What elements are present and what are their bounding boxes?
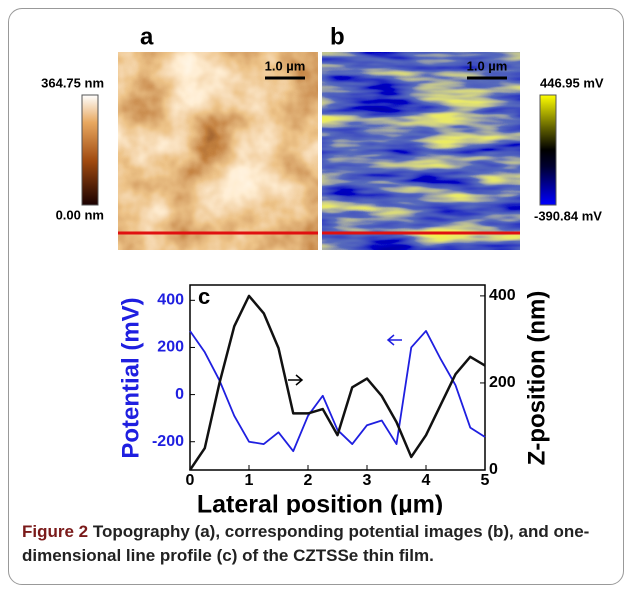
y2-tick-label: 0 — [489, 461, 498, 478]
panel-letter: c — [198, 284, 210, 309]
colorbar-label: 0.00 nm — [56, 207, 104, 222]
y-axis-label: Potential (mV) — [117, 297, 144, 458]
panel-letter: a — [140, 23, 154, 50]
x-axis-label: Lateral position (µm) — [197, 491, 443, 515]
figure-frame — [8, 8, 624, 585]
y-tick-label: 0 — [175, 386, 184, 403]
scale-label: 1.0 µm — [467, 58, 508, 73]
series-line — [188, 294, 486, 471]
y-tick-label: 200 — [157, 339, 184, 356]
x-tick-label: 3 — [363, 472, 372, 489]
y2-axis-label: Z-position (nm) — [523, 291, 550, 466]
figure: 1.0 µm 1.0 µm a b 364.75 nm 0.00 nm 446.… — [41, 23, 604, 515]
y-tick-label: 400 — [157, 292, 184, 309]
colorbar — [81, 94, 99, 206]
potential-image — [322, 52, 520, 250]
plot-frame — [189, 284, 486, 471]
x-tick-label: 5 — [481, 472, 490, 489]
caption-text: Topography (a), corresponding potential … — [22, 522, 590, 565]
colorbar-label: 364.75 nm — [41, 75, 104, 90]
y2-tick-label: 400 — [489, 287, 516, 304]
x-tick-label: 4 — [422, 472, 431, 489]
arrow — [386, 334, 402, 346]
scale-label: 1.0 µm — [265, 58, 306, 73]
colorbar-label: -390.84 mV — [534, 208, 602, 223]
x-tick-label: 0 — [186, 472, 195, 489]
colorbar-label: 446.95 mV — [540, 75, 604, 90]
series-line — [189, 330, 486, 453]
y2-tick-label: 200 — [489, 374, 516, 391]
x-tick-label: 1 — [245, 472, 254, 489]
y-tick-label: -200 — [152, 433, 184, 450]
colorbar — [539, 94, 557, 206]
x-tick-label: 2 — [304, 472, 313, 489]
caption-label: Figure 2 — [22, 522, 89, 541]
panel-letter: b — [330, 23, 345, 50]
arrow — [288, 374, 304, 386]
caption: Figure 2 Topography (a), corresponding p… — [22, 520, 612, 568]
topography-image — [118, 52, 318, 250]
